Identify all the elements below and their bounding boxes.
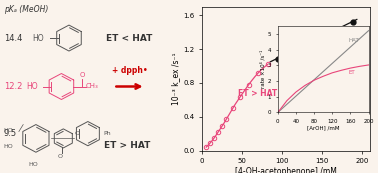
Text: pKₐ (MeOH): pKₐ (MeOH) bbox=[4, 5, 48, 14]
Text: + dpph•: + dpph• bbox=[112, 66, 147, 75]
Text: ET < HAT: ET < HAT bbox=[290, 28, 330, 37]
Text: O: O bbox=[79, 72, 85, 78]
Text: CH₃: CH₃ bbox=[86, 84, 99, 89]
Text: O: O bbox=[74, 131, 79, 136]
Text: ET > HAT: ET > HAT bbox=[104, 141, 150, 150]
Text: ET > HAT: ET > HAT bbox=[238, 89, 277, 98]
Text: HO: HO bbox=[28, 162, 38, 167]
Y-axis label: 10⁻³ k_ex /s⁻¹: 10⁻³ k_ex /s⁻¹ bbox=[172, 52, 181, 105]
Text: 9.5: 9.5 bbox=[4, 129, 17, 138]
Text: Ph: Ph bbox=[103, 131, 111, 136]
Text: ET: ET bbox=[348, 70, 355, 75]
Text: O: O bbox=[58, 154, 63, 159]
Text: HO: HO bbox=[4, 128, 14, 133]
Text: HAT: HAT bbox=[348, 38, 359, 43]
Text: 12.2: 12.2 bbox=[4, 82, 22, 91]
Text: HO: HO bbox=[32, 34, 44, 43]
Text: 14.4: 14.4 bbox=[4, 34, 22, 43]
Text: HO: HO bbox=[26, 82, 38, 91]
X-axis label: [ArOH] /mM: [ArOH] /mM bbox=[307, 126, 339, 131]
Text: ET < HAT: ET < HAT bbox=[106, 34, 152, 43]
Y-axis label: rate ×10⁴ /s⁻¹: rate ×10⁴ /s⁻¹ bbox=[260, 50, 266, 88]
Text: HO: HO bbox=[4, 144, 14, 149]
X-axis label: [4-OH-acetophenone] /mM: [4-OH-acetophenone] /mM bbox=[235, 167, 337, 173]
